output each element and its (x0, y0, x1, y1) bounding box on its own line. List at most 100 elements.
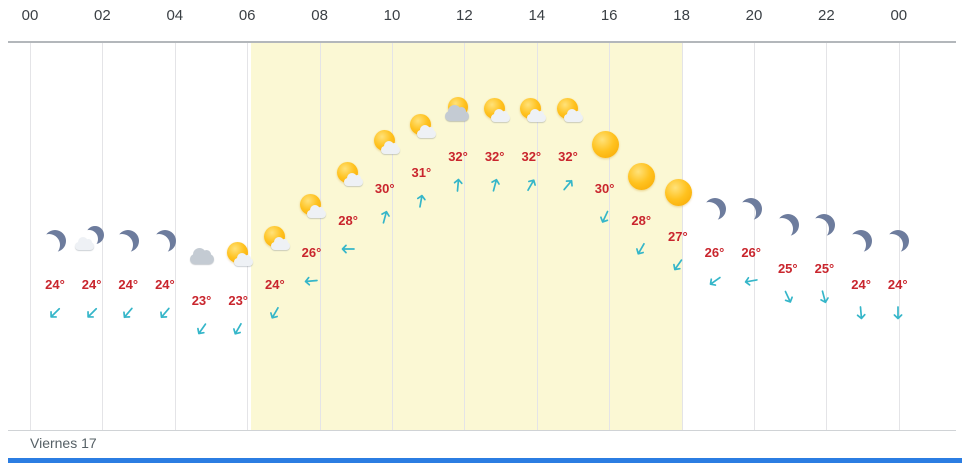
hour-column-20[interactable]: 25° (769, 43, 807, 430)
hour-column-15[interactable]: 30° (586, 43, 624, 430)
temperature-label: 32° (558, 149, 578, 164)
axis-tick-label: 06 (238, 7, 256, 24)
weather-icon-moon (697, 192, 733, 226)
hour-column-03[interactable]: 24° (146, 43, 184, 430)
axis-tick-label: 14 (528, 7, 546, 24)
temperature-label: 24° (81, 277, 102, 292)
hour-column-02[interactable]: 24° (109, 43, 147, 430)
cloud-icon (270, 237, 290, 250)
cloud-icon (445, 105, 470, 121)
hour-column-12[interactable]: 32° (476, 43, 514, 430)
hour-column-11[interactable]: 32° (439, 43, 477, 430)
temperature-label: 27° (668, 229, 688, 244)
moon-icon (850, 230, 872, 252)
cloud-icon (74, 237, 94, 250)
weather-icon-sun-cloud (220, 240, 256, 274)
weather-icon-sun-cloud (367, 128, 403, 162)
moon-icon (887, 230, 909, 252)
moon-icon (777, 214, 799, 236)
cloud-icon (490, 109, 510, 122)
wind-direction-arrow (374, 206, 396, 228)
temperature-label: 24° (155, 277, 175, 292)
gridline (174, 43, 176, 430)
temperature-label: 23° (228, 293, 249, 308)
weather-icon-sun (623, 160, 659, 194)
hour-column-16[interactable]: 28° (622, 43, 660, 430)
sun-icon (664, 179, 692, 206)
weather-icon-moon (806, 208, 842, 242)
hour-column-01[interactable]: 24° (73, 43, 111, 430)
hour-column-22[interactable]: 24° (842, 43, 880, 430)
axis-tick-label: 20 (745, 7, 763, 24)
axis-tick-label: 00 (21, 7, 39, 24)
weather-icon-moon (733, 192, 769, 226)
hour-column-00[interactable]: 24° (36, 43, 74, 430)
wind-direction-arrow (702, 268, 727, 293)
day-label: Viernes 17 (30, 435, 97, 451)
weather-icon-moon (843, 224, 879, 258)
wind-direction-arrow (629, 237, 654, 262)
hour-column-10[interactable]: 31° (402, 43, 440, 430)
temperature-label: 24° (851, 277, 871, 292)
wind-direction-arrow (741, 271, 762, 292)
weather-icon-sun-cloud (330, 160, 366, 194)
axis-tick-label: 18 (673, 7, 690, 24)
hour-column-09[interactable]: 30° (366, 43, 404, 430)
hour-column-05[interactable]: 23° (219, 43, 257, 430)
hour-column-19[interactable]: 26° (732, 43, 770, 430)
moon-icon (813, 214, 835, 236)
moon-icon (117, 230, 139, 252)
cloud-icon (527, 109, 547, 122)
weather-icon-moon (770, 208, 806, 242)
hour-column-06[interactable]: 24° (256, 43, 294, 430)
weather-icon-sun-cloud (257, 224, 293, 258)
temperature-label: 26° (301, 245, 322, 260)
gridline (609, 43, 611, 430)
hour-column-08[interactable]: 28° (329, 43, 367, 430)
temperature-label: 32° (484, 149, 505, 164)
weather-icon-cloud (184, 240, 220, 274)
temperature-label: 26° (741, 245, 761, 260)
hour-column-07[interactable]: 26° (292, 43, 330, 430)
hour-column-04[interactable]: 23° (183, 43, 221, 430)
hour-column-21[interactable]: 25° (805, 43, 843, 430)
moon-icon (44, 230, 66, 252)
bottom-accent-bar (8, 458, 962, 463)
temperature-label: 25° (777, 261, 798, 276)
weather-icon-sun-cloud (477, 96, 513, 130)
weather-icon-sun-cloud-gray (440, 96, 476, 130)
hour-column-18[interactable]: 26° (696, 43, 734, 430)
wind-direction-arrow (263, 301, 288, 326)
gridline (247, 43, 249, 430)
axis-tick-label: 12 (456, 7, 473, 24)
weather-icon-sun (660, 176, 696, 210)
temperature-label: 24° (45, 277, 65, 292)
wind-direction-arrow (776, 285, 800, 309)
gridline (102, 43, 104, 430)
axis-tick-label: 08 (311, 7, 328, 24)
wind-direction-arrow (42, 300, 67, 325)
wind-direction-arrow (665, 252, 690, 277)
hour-column-13[interactable]: 32° (512, 43, 550, 430)
axis-tick-label: 16 (600, 7, 618, 24)
wind-direction-arrow (484, 174, 506, 196)
weather-icon-moon (37, 224, 73, 258)
weather-icon-sun-cloud (513, 96, 549, 130)
hour-column-14[interactable]: 32° (549, 43, 587, 430)
wind-direction-arrow (79, 300, 104, 325)
temperature-label: 30° (594, 181, 615, 196)
gridline (30, 43, 31, 430)
wind-direction-arrow (411, 191, 432, 212)
wind-direction-arrow (339, 240, 357, 258)
moon-icon (704, 198, 726, 220)
wind-direction-arrow (152, 300, 177, 325)
wind-direction-arrow (302, 271, 322, 291)
temperature-label: 24° (118, 277, 139, 292)
temperature-label: 26° (704, 245, 725, 260)
hour-column-23[interactable]: 24° (879, 43, 917, 430)
weather-icon-sun-cloud (403, 112, 439, 146)
hour-column-17[interactable]: 27° (659, 43, 697, 430)
weather-icon-sun-cloud (293, 192, 329, 226)
weather-icon-sun (587, 128, 623, 162)
weather-icon-sun-cloud (550, 96, 586, 130)
